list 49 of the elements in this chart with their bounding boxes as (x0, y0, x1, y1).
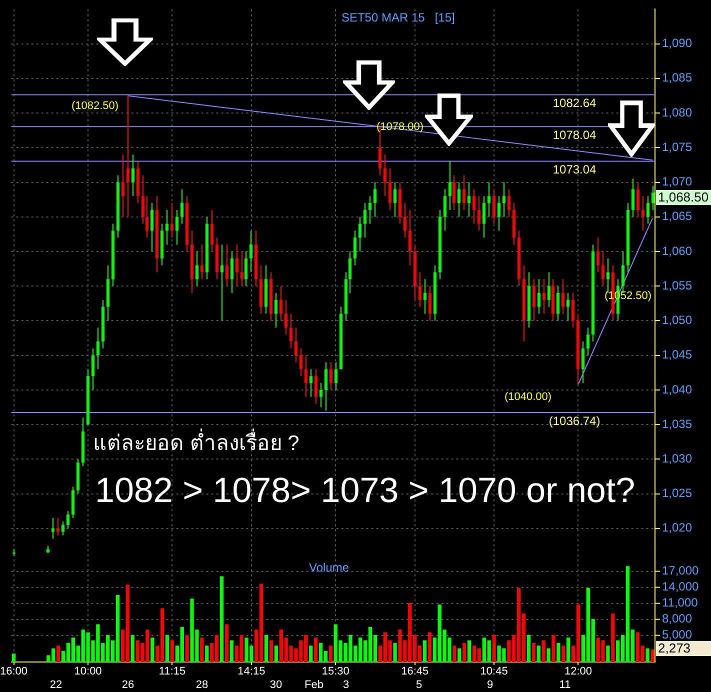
text: 5 (416, 679, 422, 692)
text: 22 (50, 679, 62, 692)
y-tick-label: 1,060 (662, 244, 692, 258)
annotation: (1082.50) (71, 100, 119, 112)
x-tick-label: 16:00 (0, 666, 28, 678)
text: 9 (486, 679, 494, 692)
x-tick-label: 10:00 (74, 666, 102, 678)
ref-line-label: 1073.04 (552, 162, 597, 177)
text: 26 (122, 679, 134, 692)
y-tick-label: 1,055 (662, 278, 692, 292)
x-tick-label: 16:45 (401, 666, 429, 678)
annotation: แต่ละยอด ต่ำลงเรื่อย ? (93, 428, 300, 455)
y2-tick-label: 8,000 (662, 612, 692, 626)
y2-tick-label: 5,000 (662, 628, 692, 642)
y-tick-label: 1,020 (662, 520, 692, 535)
y-tick-label: 1,075 (662, 140, 692, 154)
chart-title: SET50 MAR 15 [15] (341, 10, 455, 25)
x-tick-label: 15:30 (322, 666, 350, 678)
x-tick-label: 14:15 (238, 666, 266, 678)
ref-line-label: 1078.04 (552, 128, 597, 142)
y-tick-label: 1,090 (662, 36, 692, 50)
y2-tick-label: 11,000 (662, 596, 698, 610)
text: 11 (559, 679, 571, 692)
text: 3 (342, 679, 350, 692)
text: Feb (304, 679, 324, 692)
y-tick-label: 1,070 (662, 174, 692, 189)
x-tick-label: 12:00 (564, 666, 592, 678)
y2-tick-label: 14,000 (662, 580, 700, 594)
y-tick-label: 1,045 (662, 348, 692, 362)
y-tick-label: 1,035 (662, 416, 692, 431)
text: 30 (270, 679, 282, 692)
y-tick-label: 1,050 (662, 313, 692, 328)
text: 2,273 (658, 640, 691, 656)
y-tick-label: 1,025 (662, 486, 692, 500)
y-tick-label: 1,080 (662, 105, 692, 120)
annotation: Volume (308, 560, 350, 574)
x-tick-label: 11:15 (158, 666, 186, 678)
ref-line-label: 1082.64 (552, 96, 597, 110)
text: 1,068.50 (658, 190, 709, 205)
y-tick-label: 1,085 (662, 70, 692, 85)
text: 28 (196, 679, 208, 692)
x-tick-label: 10:45 (480, 666, 508, 678)
ref-line-label: (1036.74) (548, 414, 600, 428)
y2-tick-label: 17,000 (662, 564, 700, 578)
y-tick-label: 1,065 (662, 209, 692, 224)
annotation: (1040.00) (504, 391, 552, 404)
y-tick-label: 1,040 (662, 382, 692, 396)
annotation: 1082 > 1078> 1073 > 1070 or not? (95, 471, 636, 510)
y-tick-label: 1,030 (662, 451, 692, 466)
